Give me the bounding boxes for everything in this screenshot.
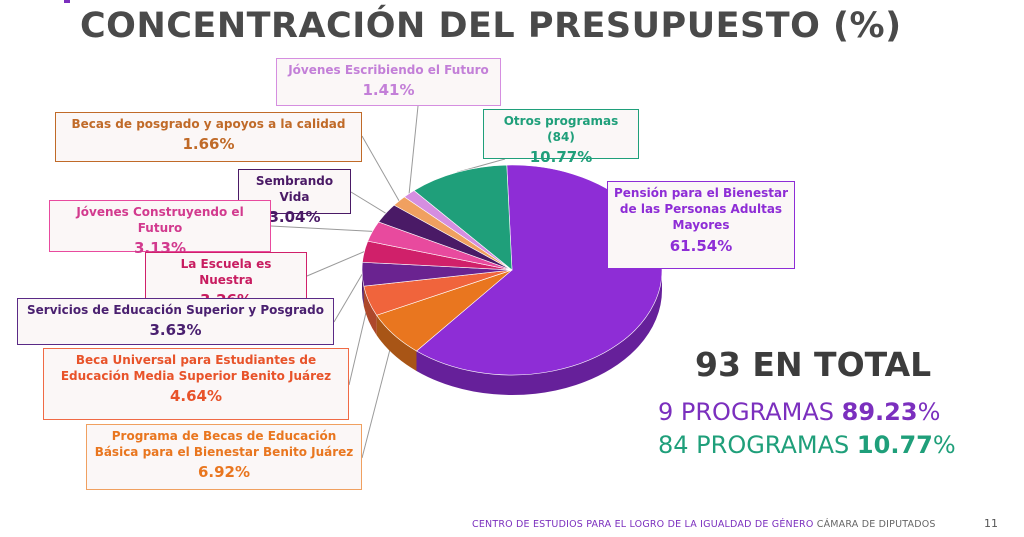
label-sembrando-pct: 3.04% (268, 208, 321, 227)
summary-line1-value: 89.23 (841, 398, 918, 426)
label-superior: Servicios de Educación Superior y Posgra… (17, 298, 334, 345)
label-superior-pct: 3.63% (149, 321, 202, 340)
label-escuela: La Escuela es Nuestra 3.26% (145, 252, 307, 309)
label-escribiendo-pct: 1.41% (362, 81, 415, 100)
pie-slice-9 (413, 164, 513, 271)
label-pension-name: Pensión para el Bienestar de las Persona… (614, 186, 788, 233)
label-superior-name: Servicios de Educación Superior y Posgra… (27, 303, 324, 317)
summary-line-84-programs: 84 PROGRAMAS 10.77% (658, 431, 956, 459)
label-otros-pct: 10.77% (529, 148, 593, 167)
summary-line1-text: 9 PROGRAMAS (658, 398, 842, 426)
total-programs: 93 EN TOTAL (695, 345, 932, 384)
footer: CENTRO DE ESTUDIOS PARA EL LOGRO DE LA I… (472, 519, 936, 530)
pie-side-1 (376, 315, 417, 371)
summary-line2-value: 10.77 (856, 431, 933, 459)
label-otros: Otros programas (84) 10.77% (483, 109, 639, 166)
leader-line-3 (333, 273, 363, 323)
footer-center-name: CENTRO DE ESTUDIOS PARA EL LOGRO DE LA I… (472, 519, 814, 530)
leader-line-8 (408, 105, 419, 194)
label-posgrado: Becas de posgrado y apoyos a la calidad … (55, 112, 362, 162)
leader-line-1 (361, 334, 395, 459)
leader-lines (270, 105, 506, 459)
footer-institution: CÁMARA DE DIPUTADOS (813, 519, 936, 530)
leader-line-6 (350, 191, 387, 214)
label-universal: Beca Universal para Estudiantes de Educa… (43, 348, 349, 420)
summary-line2-unit: % (932, 431, 956, 459)
label-basica: Programa de Becas de Educación Básica pa… (86, 424, 362, 490)
leader-line-2 (348, 300, 370, 386)
page-number: 11 (984, 517, 998, 530)
summary-line-9-programs: 9 PROGRAMAS 89.23% (658, 398, 940, 426)
label-basica-pct: 6.92% (197, 463, 251, 482)
label-construyendo: Jóvenes Construyendo el Futuro 3.13% (49, 200, 271, 257)
label-posgrado-pct: 1.66% (182, 135, 235, 154)
page-title: CONCENTRACIÓN DEL PRESUPUESTO (%) (80, 6, 902, 46)
label-escuela-name: La Escuela es Nuestra (180, 257, 272, 288)
label-sembrando-name: Sembrando Vida (255, 174, 334, 205)
pie-slices (361, 164, 663, 396)
label-pension-pct: 61.54% (669, 236, 733, 255)
label-basica-name: Programa de Becas de Educación Básica pa… (94, 429, 354, 460)
pie-side-2 (363, 286, 377, 336)
leader-line-5 (270, 225, 373, 232)
leader-line-7 (361, 135, 400, 202)
label-universal-pct: 4.64% (169, 387, 223, 406)
title-accent (64, 0, 70, 3)
leader-line-4 (306, 251, 365, 277)
pie-slice-0 (415, 164, 663, 376)
label-escribiendo: Jóvenes Escribiendo el Futuro 1.41% (276, 58, 501, 106)
label-posgrado-name: Becas de posgrado y apoyos a la calidad (71, 117, 346, 131)
label-construyendo-name: Jóvenes Construyendo el Futuro (76, 205, 244, 236)
label-otros-name: Otros programas (84) (503, 114, 619, 145)
label-pension: Pensión para el Bienestar de las Persona… (607, 181, 795, 269)
summary-line1-unit: % (917, 398, 941, 426)
summary-line2-text: 84 PROGRAMAS (658, 431, 857, 459)
label-escribiendo-name: Jóvenes Escribiendo el Futuro (288, 63, 489, 77)
label-universal-name: Beca Universal para Estudiantes de Educa… (60, 353, 332, 384)
pie-side-0 (416, 270, 662, 396)
